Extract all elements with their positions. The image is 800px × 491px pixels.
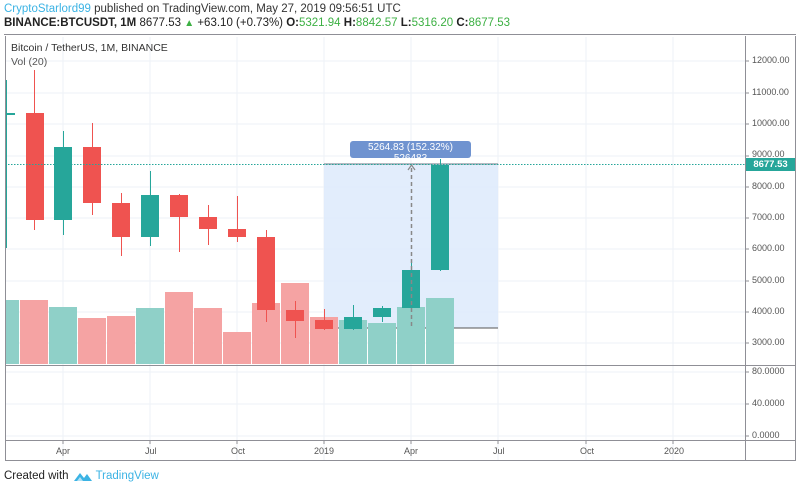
price-tick: 3000.00 <box>752 337 785 347</box>
price-tick: 4000.00 <box>752 306 785 316</box>
last-price-tag <box>746 158 795 171</box>
footer: Created with TradingView <box>4 470 159 482</box>
time-tick: Jul <box>145 446 157 456</box>
time-tick: 2019 <box>314 446 335 456</box>
price-change: +63.10 (+0.73%) <box>197 17 284 29</box>
publish-info: CryptoStarlord99 published on TradingVie… <box>4 3 401 15</box>
author-link[interactable]: CryptoStarlord99 <box>4 3 91 15</box>
volume-tick: 40.0000 <box>752 398 785 408</box>
low-value: 5316.20 <box>411 17 454 29</box>
price-tick: 6000.00 <box>752 243 785 253</box>
price-tick: 5000.00 <box>752 275 785 285</box>
measure-label <box>350 141 471 158</box>
measure-label-text: 5264.83 (152.32%) 526483 <box>367 142 454 164</box>
time-tick: Oct <box>231 446 246 456</box>
close-value: 8677.53 <box>468 17 511 29</box>
price-tick: 10000.00 <box>752 118 790 128</box>
price-tick: 8000.00 <box>752 181 785 191</box>
close-label: C: <box>456 17 469 29</box>
symbol-name: BINANCE:BTCUSDT, 1M <box>4 17 137 29</box>
high-label: H: <box>343 17 356 29</box>
price-tick: 11000.00 <box>752 87 789 97</box>
low-label: L: <box>400 17 412 29</box>
time-tick: Apr <box>404 446 419 456</box>
time-tick: Oct <box>580 446 595 456</box>
up-arrow-icon: ▲ <box>184 18 195 29</box>
tradingview-logo-icon <box>73 473 92 481</box>
open-label: O: <box>286 17 299 29</box>
volume-legend: Vol (20) <box>11 56 48 68</box>
price-tick: 9000.00 <box>752 149 785 159</box>
time-tick: 2020 <box>664 446 685 456</box>
time-tick: Jul <box>493 446 505 456</box>
time-tick: Apr <box>56 446 71 456</box>
created-with-text: Created with <box>4 470 69 482</box>
tradingview-link[interactable]: TradingView <box>95 470 159 482</box>
high-value: 8842.57 <box>355 17 398 29</box>
chart-legend-title: Bitcoin / TetherUS, 1M, BINANCE <box>11 42 168 54</box>
last-price: 8677.53 <box>139 17 182 29</box>
volume-tick: 80.0000 <box>752 366 785 376</box>
open-value: 5321.94 <box>299 17 341 29</box>
price-tick: 12000.00 <box>752 55 790 65</box>
published-text: published on TradingView.com, May 27, 20… <box>94 3 401 15</box>
price-axis-ticks <box>62 60 749 444</box>
volume-tick: 0.0000 <box>752 430 780 440</box>
symbol-info: BINANCE:BTCUSDT, 1M 8677.53 ▲ +63.10 (+0… <box>4 17 510 29</box>
last-price-tag-text: 8677.53 <box>753 159 788 170</box>
price-tick: 7000.00 <box>752 212 785 222</box>
